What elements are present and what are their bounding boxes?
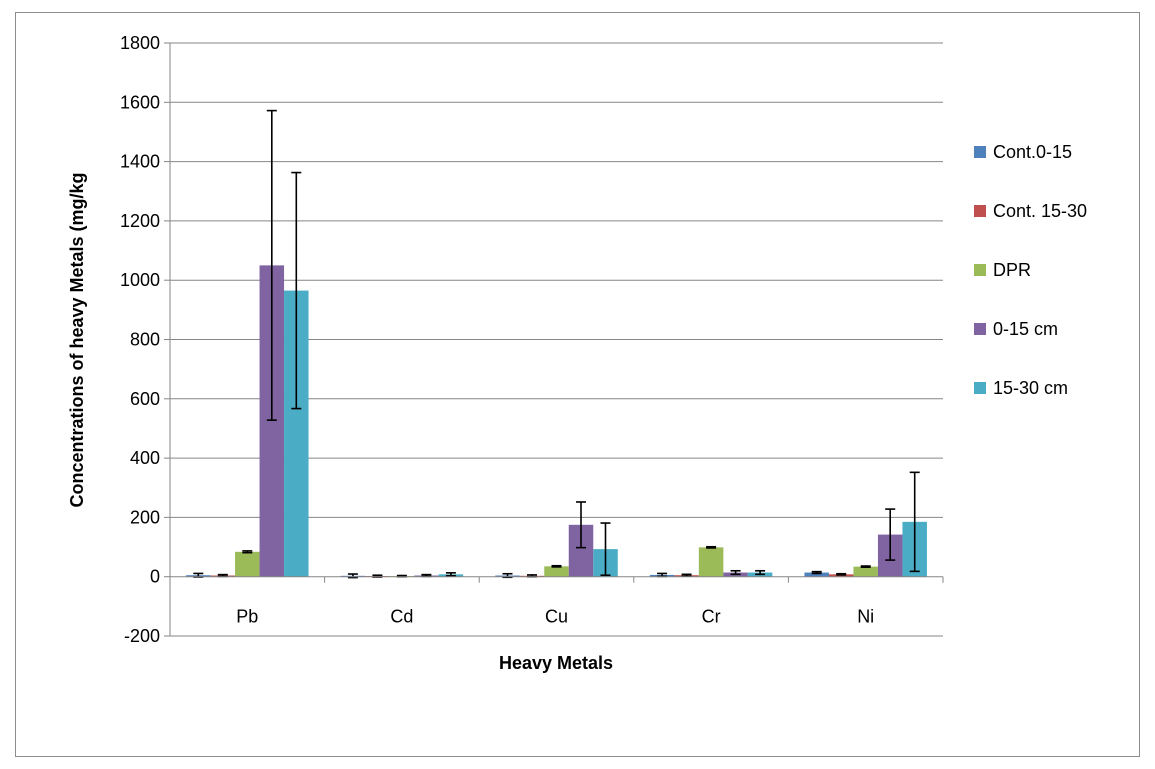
x-tick-label: Cu (545, 607, 568, 627)
bars (186, 265, 927, 577)
chart-frame (15, 12, 1140, 757)
bar-pb-series-3 (235, 551, 260, 577)
legend-label: 0-15 cm (993, 319, 1058, 339)
x-tick-labels: Pb Cd Cu Cr Ni (236, 607, 874, 627)
x-axis-title: Heavy Metals (499, 653, 613, 673)
error-bar (681, 573, 692, 577)
bar-cu-series-3 (544, 566, 569, 577)
y-tick-label: 400 (130, 448, 160, 468)
legend-swatch (974, 205, 986, 217)
y-tick-label: 1600 (120, 92, 160, 112)
error-bar (860, 565, 871, 569)
x-tick-label: Cd (390, 607, 413, 627)
error-bar (909, 471, 920, 573)
y-tick-label: 1400 (120, 152, 160, 172)
error-bar (836, 572, 847, 576)
error-bar (730, 569, 741, 576)
legend-label: 15-30 cm (993, 378, 1068, 398)
legend-label: Cont. 15-30 (993, 201, 1087, 221)
error-bar (242, 550, 253, 554)
y-tick-label: 200 (130, 507, 160, 527)
bar-ni-series-3 (853, 566, 878, 577)
x-tick-label: Cr (702, 607, 721, 627)
error-bar (291, 171, 302, 410)
legend-swatch (974, 146, 986, 158)
x-tick-label: Ni (857, 607, 874, 627)
error-bar (811, 570, 822, 575)
error-bar (445, 572, 456, 577)
x-tick-label: Pb (236, 607, 258, 627)
bar-ni-series-1 (804, 572, 829, 577)
y-tick-label: 1800 (120, 33, 160, 53)
legend-swatch (974, 264, 986, 276)
error-bar (706, 545, 717, 549)
legend-item: 0-15 cm (974, 319, 1058, 339)
legend-label: DPR (993, 260, 1031, 280)
error-bar (551, 564, 562, 568)
legend-item: DPR (974, 260, 1031, 280)
y-tick-label: 1000 (120, 270, 160, 290)
axes (169, 43, 944, 636)
error-bar (600, 522, 611, 577)
error-bar (576, 501, 586, 549)
y-tick-labels: -200 0 200 400 600 800 1000 1200 1400 1600 1800 (120, 33, 160, 646)
y-axis-title: Concentrations of heavy Metals (mg/kg (67, 172, 87, 507)
y-tick-label: 600 (130, 389, 160, 409)
bar-cr-series-3 (698, 547, 724, 577)
legend-item: Cont.0-15 (974, 142, 1072, 162)
legend-item: Cont. 15-30 (974, 201, 1087, 221)
legend-swatch (974, 323, 986, 335)
error-bar (755, 569, 766, 576)
y-tick-label: 1200 (120, 211, 160, 231)
legend-label: Cont.0-15 (993, 142, 1072, 162)
legend: Cont.0-15 Cont. 15-30 DPR 0-15 cm 15-30 cm (974, 142, 1087, 398)
error-bar (266, 109, 277, 421)
legend-swatch (974, 382, 986, 394)
y-tick-label: -200 (124, 626, 160, 646)
legend-item: 15-30 cm (974, 378, 1068, 398)
y-tick-label: 0 (150, 567, 160, 587)
error-bar (885, 508, 896, 561)
y-tick-label: 800 (130, 330, 160, 350)
